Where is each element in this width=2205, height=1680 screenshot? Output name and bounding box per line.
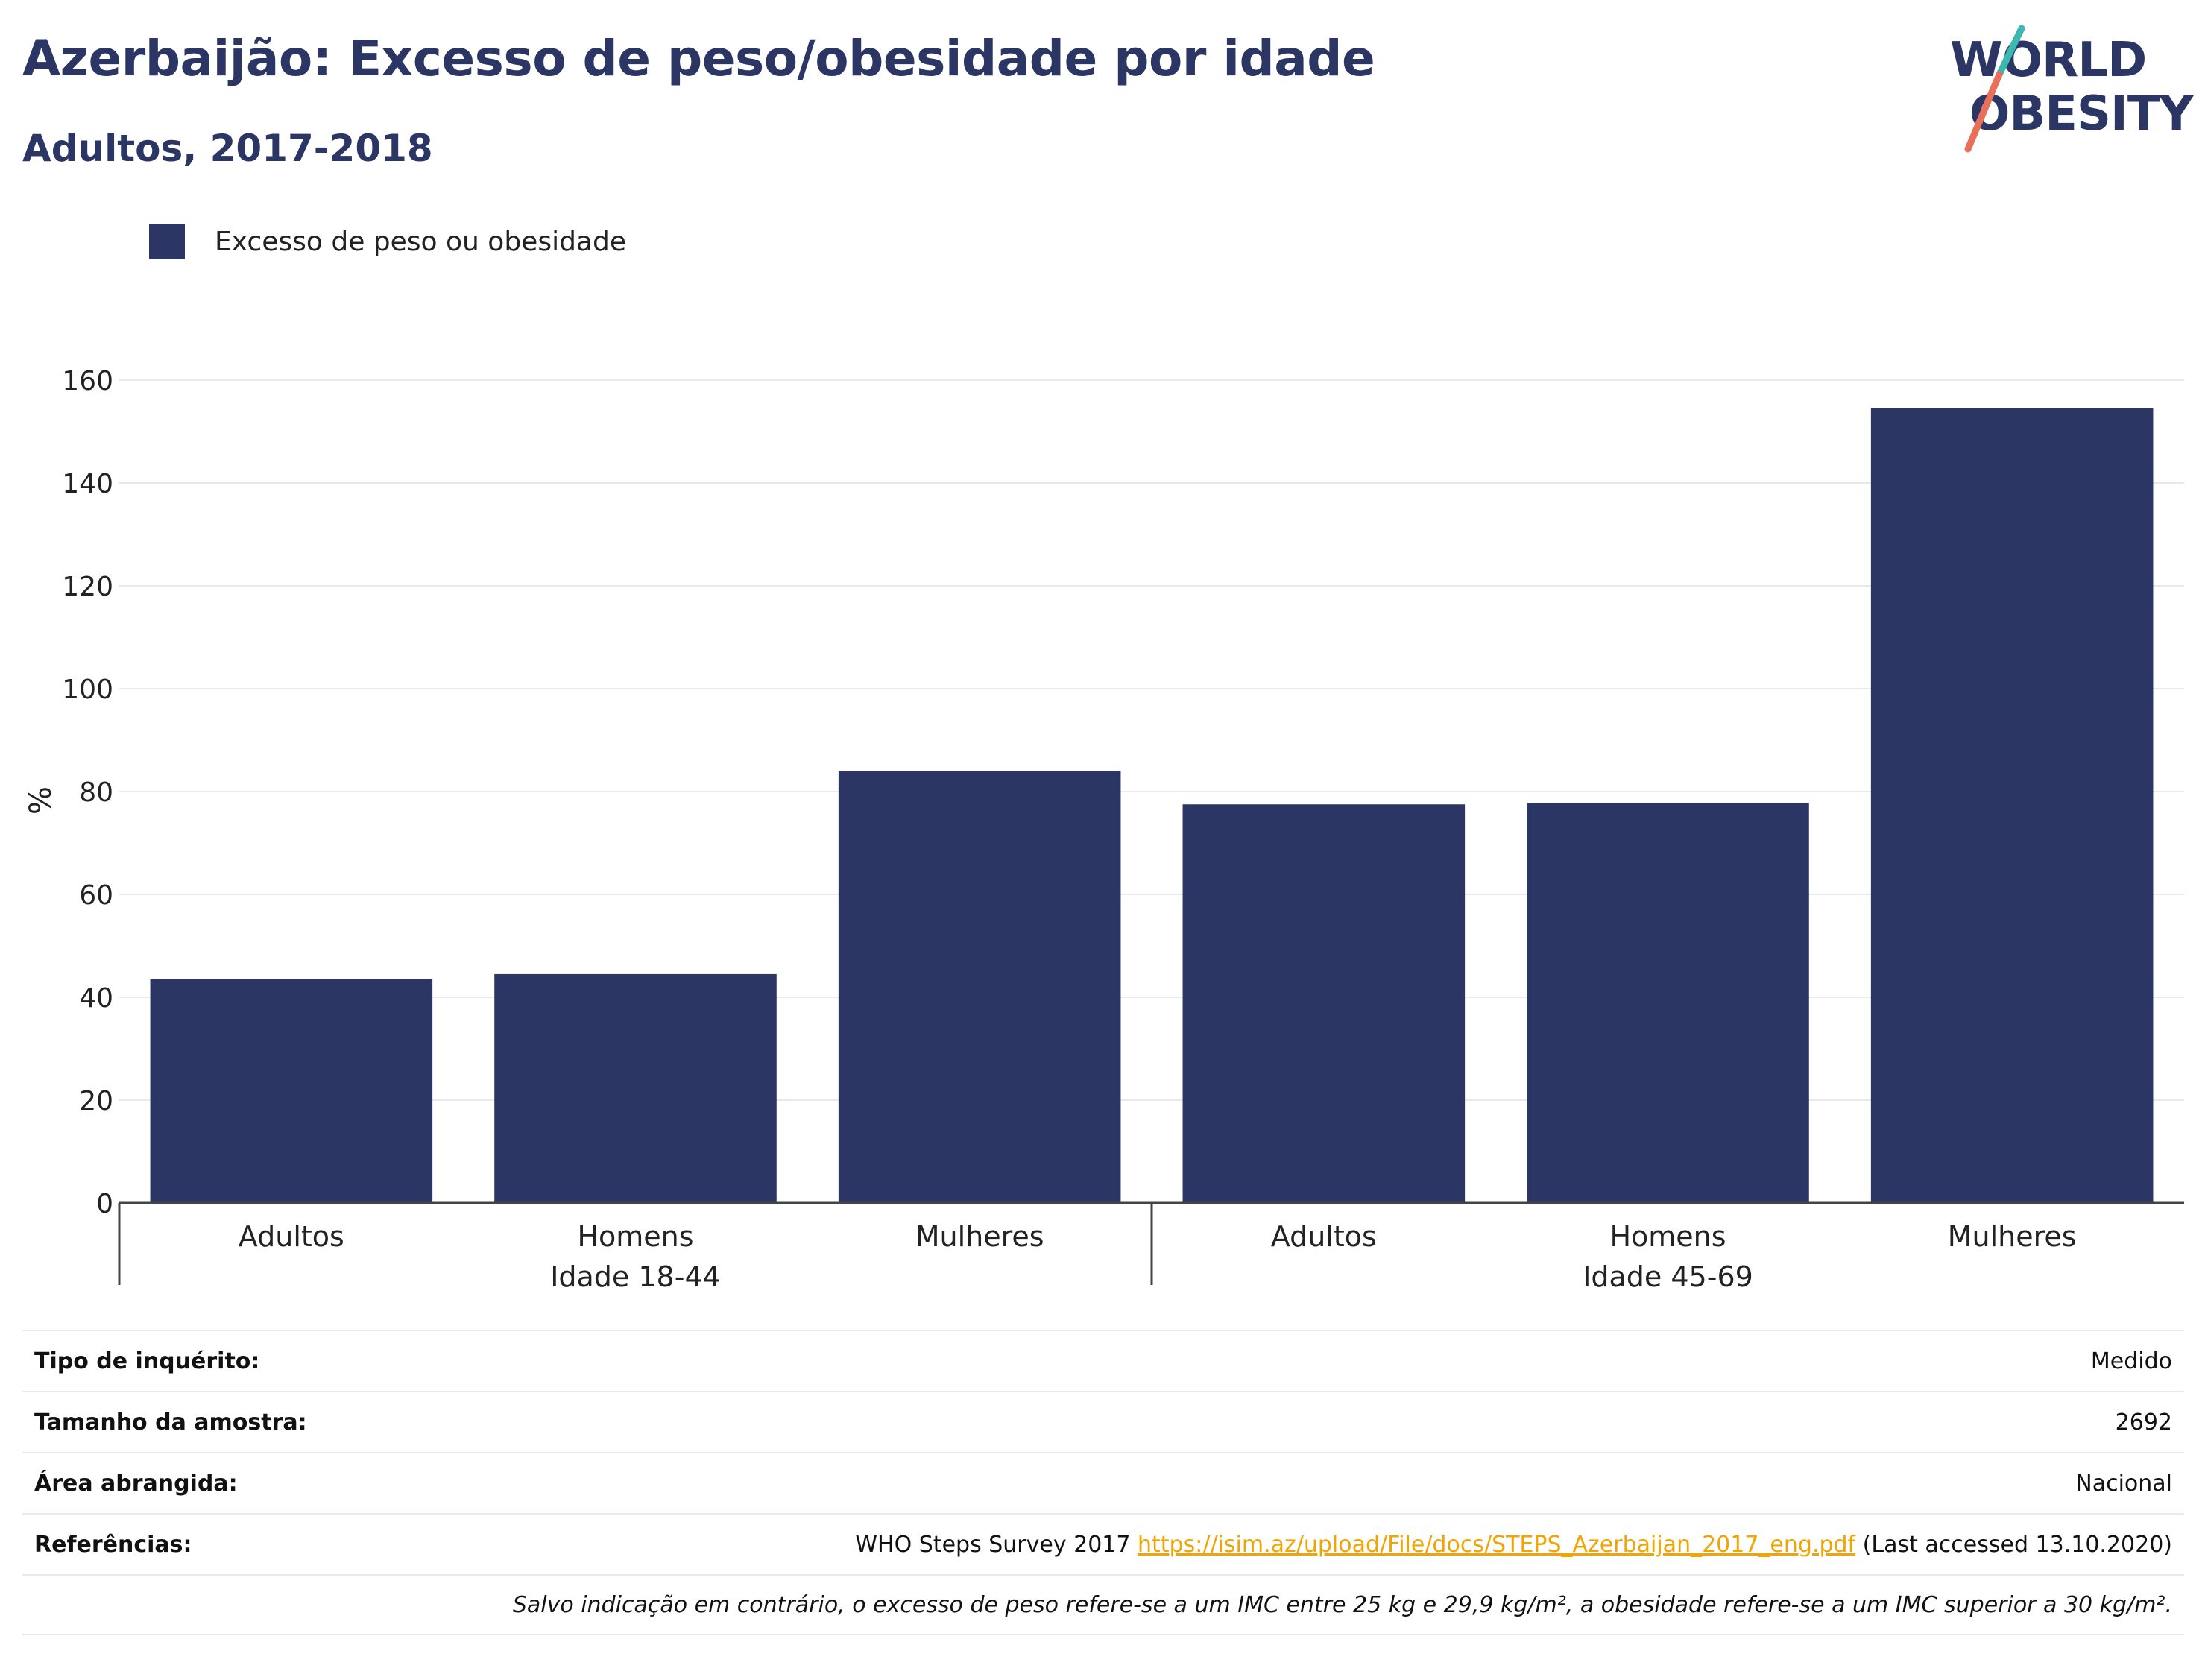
chart-title: Azerbaijão: Excesso de peso/obesidade po… (22, 30, 1375, 87)
world-obesity-logo: WORLD OBESITY (1938, 22, 2194, 164)
area-label: Área abrangida: (34, 1470, 238, 1497)
bar (150, 979, 433, 1203)
info-row-note: Salvo indicação em contrário, o excesso … (22, 1574, 2184, 1635)
bar (1527, 803, 1809, 1203)
x-tick-label: Homens (1609, 1220, 1726, 1253)
references-value: WHO Steps Survey 2017 https://isim.az/up… (855, 1532, 2172, 1558)
info-row-references: Referências: WHO Steps Survey 2017 https… (22, 1513, 2184, 1574)
logo-slash-icon (1964, 25, 2025, 153)
y-tick-label: 60 (79, 880, 113, 911)
bar-chart: 0 20 40 60 80 100 120 140 160% Adultos Homens Mulhe… (24, 366, 2184, 1293)
y-tick-label: 140 (62, 469, 113, 499)
bar (494, 973, 777, 1203)
group-label: Idade 18-44 (550, 1260, 721, 1293)
survey-type-label: Tipo de inquérito: (34, 1348, 260, 1374)
info-row-survey-type: Tipo de inquérito: Medido (22, 1330, 2184, 1391)
references-prefix: WHO Steps Survey 2017 (855, 1531, 1138, 1558)
chart-legend: Excesso de peso ou obesidade (149, 222, 626, 261)
x-tick-label: Mulheres (915, 1220, 1044, 1253)
references-label: Referências: (34, 1531, 192, 1558)
y-tick-label: 120 (62, 572, 113, 602)
sample-size-label: Tamanho da amostra: (34, 1409, 307, 1436)
group-label: Idade 45-69 (1583, 1260, 1753, 1293)
y-tick-label: 100 (62, 675, 113, 705)
legend-label: Excesso de peso ou obesidade (215, 226, 626, 257)
x-tick-label: Adultos (239, 1220, 344, 1253)
y-axis-label: % (24, 786, 58, 815)
bar (838, 771, 1121, 1203)
bar (1182, 804, 1466, 1203)
y-tick-label: 160 (62, 366, 113, 397)
y-tick-label: 20 (79, 1086, 113, 1117)
logo-word-obesity: OBESITY (1969, 86, 2194, 142)
info-row-area: Área abrangida: Nacional (22, 1452, 2184, 1513)
y-tick-label: 40 (79, 983, 113, 1014)
info-table: Tipo de inquérito: Medido Tamanho da amo… (22, 1330, 2184, 1635)
x-tick-label: Homens (577, 1220, 693, 1253)
info-row-sample-size: Tamanho da amostra: 2692 (22, 1391, 2184, 1452)
x-tick-label: Adultos (1271, 1220, 1377, 1253)
legend-swatch (149, 224, 185, 259)
x-tick-label: Mulheres (1948, 1220, 2077, 1253)
y-tick-label: 80 (79, 777, 113, 808)
y-tick-label: 0 (96, 1189, 113, 1219)
bar (1870, 408, 2154, 1204)
chart-subtitle: Adultos, 2017-2018 (22, 127, 433, 170)
references-suffix: (Last accessed 13.10.2020) (1855, 1531, 2172, 1558)
logo-word-world: WORLD (1950, 33, 2147, 88)
sample-size-value: 2692 (2115, 1409, 2172, 1436)
references-link[interactable]: https://isim.az/upload/File/docs/STEPS_A… (1138, 1531, 1856, 1558)
definition-note: Salvo indicação em contrário, o excesso … (512, 1591, 2172, 1618)
survey-type-value: Medido (2090, 1348, 2172, 1374)
area-value: Nacional (2075, 1470, 2172, 1497)
